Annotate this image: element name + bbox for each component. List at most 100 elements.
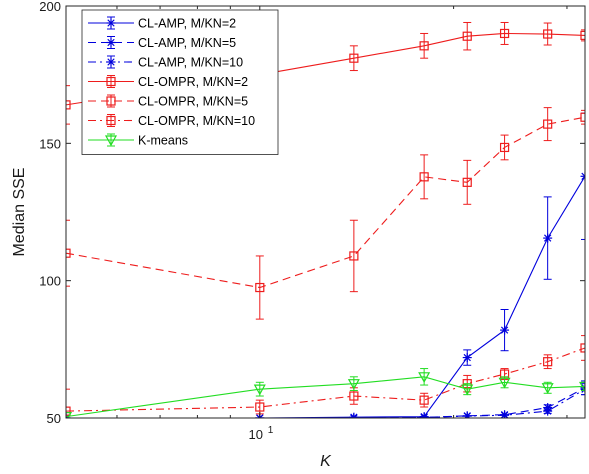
error-bar	[543, 22, 552, 46]
data-point	[349, 413, 359, 418]
data-point	[543, 233, 553, 243]
y-axis-label: Median SSE	[11, 168, 28, 257]
data-point	[253, 384, 266, 396]
legend-entry-0: CL-AMP, M/KN=2	[88, 16, 236, 31]
error-bar	[463, 159, 472, 205]
legend-marker	[106, 76, 116, 87]
legend-marker	[106, 115, 116, 126]
error-bar	[349, 45, 358, 72]
data-point	[349, 251, 359, 261]
data-point	[498, 377, 511, 389]
legend-entry-6: K-means	[88, 133, 188, 148]
data-point	[349, 391, 359, 401]
series-6	[66, 368, 585, 418]
error-bar	[581, 109, 585, 125]
legend-label: CL-AMP, M/KN=5	[138, 36, 236, 50]
error-bar	[543, 107, 552, 142]
data-point	[580, 112, 585, 122]
data-point	[255, 282, 265, 293]
error-bar	[420, 392, 429, 408]
data-point	[347, 379, 360, 390]
data-point	[500, 325, 510, 335]
data-point	[255, 402, 265, 412]
series-line	[66, 388, 585, 418]
legend-label: CL-OMPR, M/KN=2	[138, 75, 248, 89]
error-bar	[581, 335, 585, 361]
data-point	[419, 395, 429, 405]
legend-marker	[106, 18, 116, 28]
legend-marker	[104, 135, 118, 147]
tick-labels: 50 100 150 200 10 1	[39, 0, 585, 442]
x-axis-label: K	[320, 453, 332, 470]
data-point	[580, 30, 585, 40]
legend-entry-4: CL-OMPR, M/KN=5	[88, 94, 248, 109]
legend-marker	[106, 38, 116, 47]
error-bar	[500, 134, 509, 161]
data-point	[418, 372, 431, 384]
legend-label: CL-OMPR, M/KN=5	[138, 95, 248, 109]
legend-label: CL-OMPR, M/KN=10	[138, 114, 255, 128]
legend-entry-5: CL-OMPR, M/KN=10	[88, 114, 255, 128]
error-bar	[66, 388, 70, 418]
y-tick-label: 200	[39, 0, 61, 14]
legend-entry-2: CL-AMP, M/KN=10	[88, 55, 243, 70]
data-point	[578, 381, 585, 393]
series-2	[66, 383, 585, 418]
data-point	[66, 412, 73, 418]
error-bar	[500, 21, 509, 45]
x-tick-exponent: 1	[268, 425, 274, 436]
data-point	[499, 28, 510, 39]
error-bar	[543, 354, 552, 370]
axes-frame	[65, 5, 586, 419]
error-bar	[463, 21, 472, 51]
error-bar	[349, 219, 358, 293]
data-point	[66, 406, 71, 416]
y-tick-label: 150	[39, 136, 61, 151]
legend-label: CL-AMP, M/KN=10	[138, 56, 243, 70]
data-point	[543, 406, 553, 416]
data-point	[462, 411, 472, 418]
legend: CL-AMP, M/KN=2 CL-AMP, M/KN=5 CL-AMP, M/KN…	[81, 9, 279, 155]
error-bar	[66, 219, 70, 287]
data-point	[419, 172, 429, 182]
data-point	[462, 31, 472, 41]
data-point	[580, 343, 585, 353]
legend-label: K-means	[138, 134, 188, 148]
data-point	[419, 412, 429, 418]
legend-entry-1: CL-AMP, M/KN=5	[88, 36, 236, 50]
legend-entry-3: CL-OMPR, M/KN=2	[88, 75, 248, 89]
plot-area	[66, 21, 585, 418]
error-bar	[581, 383, 585, 396]
error-bar	[420, 32, 429, 59]
data-point	[543, 357, 553, 367]
series-1	[66, 380, 585, 418]
data-point	[500, 410, 510, 418]
data-point	[419, 41, 429, 51]
series-line	[66, 347, 585, 412]
data-point	[66, 100, 71, 110]
data-point	[349, 53, 359, 63]
error-bar	[420, 154, 429, 200]
error-bar	[255, 399, 264, 415]
legend-label: CL-AMP, M/KN=2	[138, 17, 236, 31]
series-line	[66, 116, 585, 289]
error-bar	[66, 85, 70, 125]
legend-marker	[106, 57, 116, 67]
series-4	[66, 107, 585, 320]
series-line	[66, 376, 585, 418]
x-tick-label: 10	[249, 427, 263, 442]
data-point	[461, 384, 474, 396]
legend-marker	[106, 96, 116, 106]
data-point	[580, 171, 585, 181]
data-point	[66, 248, 71, 258]
data-point	[541, 383, 554, 395]
data-point	[543, 29, 553, 39]
data-point	[462, 177, 472, 187]
error-bar	[255, 255, 264, 320]
data-point	[499, 142, 510, 153]
y-tick-label: 100	[39, 274, 61, 289]
error-bar	[581, 29, 585, 42]
series-0	[66, 112, 585, 418]
data-point	[543, 119, 553, 129]
